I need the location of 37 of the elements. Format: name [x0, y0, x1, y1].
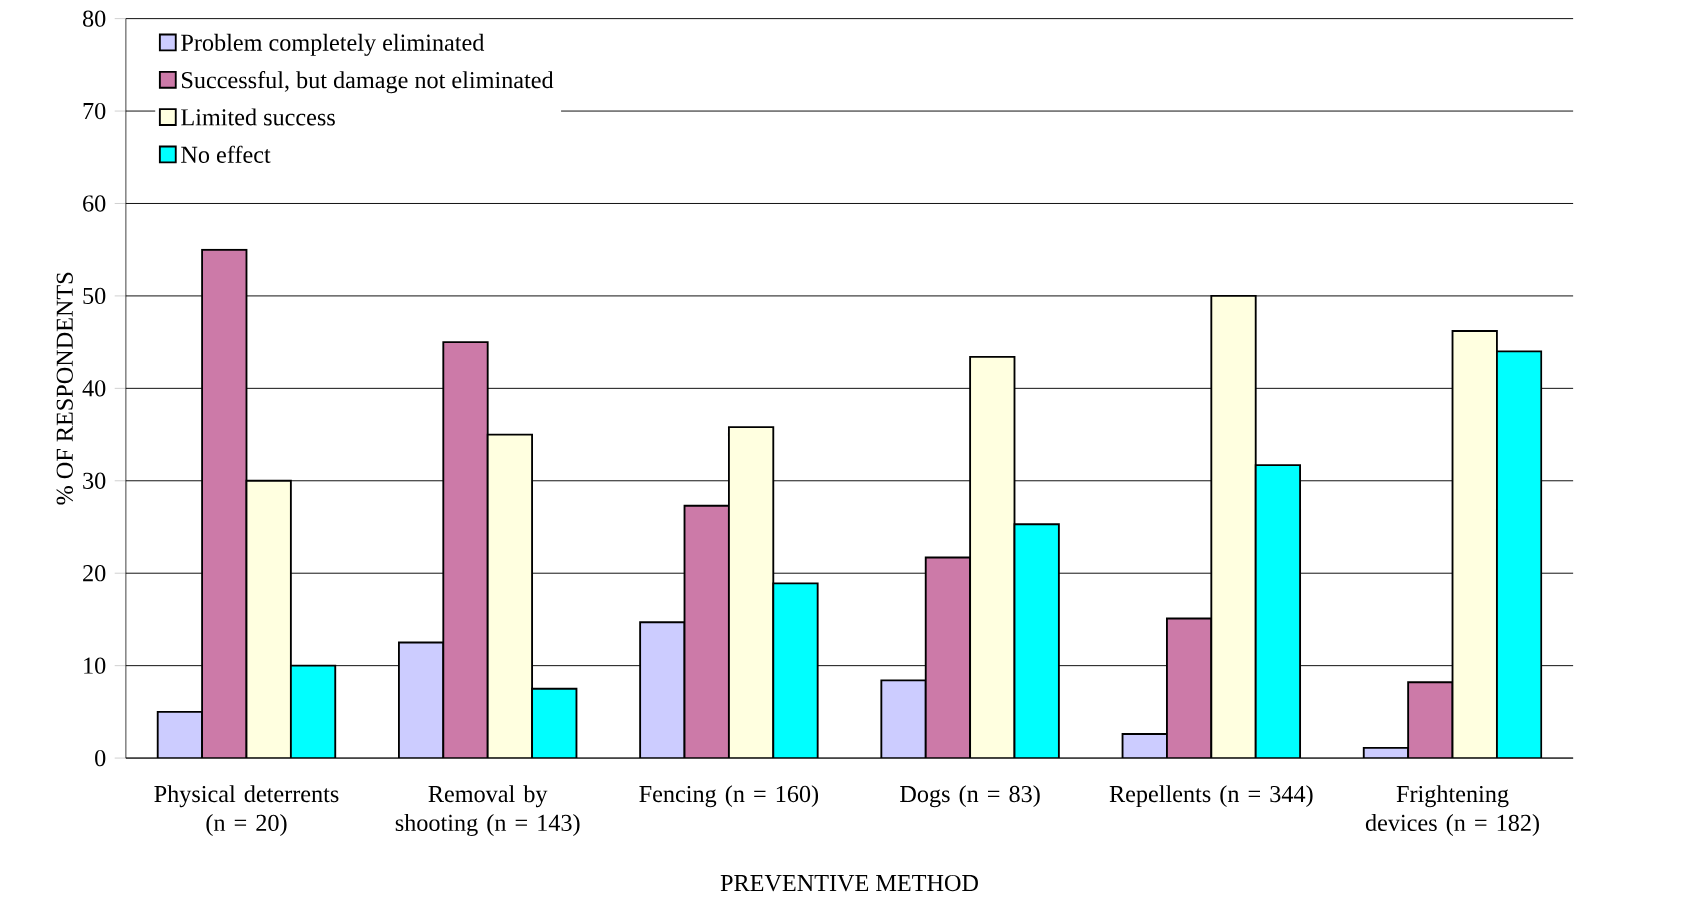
bar [201, 248, 248, 759]
y-tick-label: 0 [95, 749, 106, 767]
x-tick-label: Fencing (n = 160) [639, 785, 819, 808]
bar [639, 621, 686, 759]
bar [1451, 330, 1498, 759]
bar [245, 479, 292, 759]
bar [969, 355, 1016, 759]
y-tick-label: 10 [84, 657, 106, 674]
legend-label: No effect [181, 145, 271, 163]
bar [880, 679, 927, 759]
bar [924, 556, 972, 759]
x-tick-label: Physical deterrents (n = 20) [154, 785, 339, 836]
y-tick-label: 70 [83, 102, 106, 120]
legend-label: Limited success [181, 108, 335, 126]
bar [727, 426, 775, 759]
bar [1210, 294, 1257, 759]
x-axis-title: PREVENTIVE METHOD [720, 874, 978, 892]
y-tick-label: 20 [83, 565, 106, 582]
y-tick-label: 50 [83, 287, 106, 305]
y-tick-label: 30 [83, 472, 106, 489]
y-axis-title: % OF RESPONDENTS [56, 272, 73, 505]
bar [1407, 681, 1454, 759]
bar [397, 641, 445, 759]
bar [156, 710, 204, 759]
bar [683, 504, 730, 759]
x-tick-label: Removal by shooting (n = 143) [395, 785, 580, 837]
y-tick-label: 40 [82, 380, 106, 397]
bar [442, 341, 489, 759]
y-tick-label: 60 [83, 195, 106, 212]
x-tick-label: Dogs (n = 83) [900, 785, 1040, 808]
bar [1166, 617, 1213, 759]
bar [486, 433, 534, 759]
legend-label: Successful, but damage not eliminated [182, 71, 554, 94]
y-tick-label: 80 [82, 10, 106, 27]
x-tick-label: Frightening devices (n = 182) [1365, 785, 1539, 836]
x-tick-label: Repellents (n = 344) [1109, 785, 1313, 808]
legend-label: Problem completely eliminated [181, 33, 485, 56]
